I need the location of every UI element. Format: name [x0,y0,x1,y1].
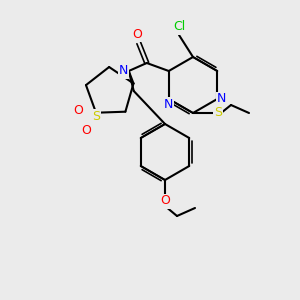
Text: Cl: Cl [173,20,185,34]
Text: S: S [214,106,222,119]
Text: S: S [92,110,100,123]
Text: O: O [160,194,170,208]
Text: O: O [73,104,83,117]
Text: N: N [217,92,226,106]
Text: O: O [132,28,142,40]
Text: N: N [119,64,128,77]
Text: O: O [81,124,91,137]
Text: N: N [164,98,173,110]
